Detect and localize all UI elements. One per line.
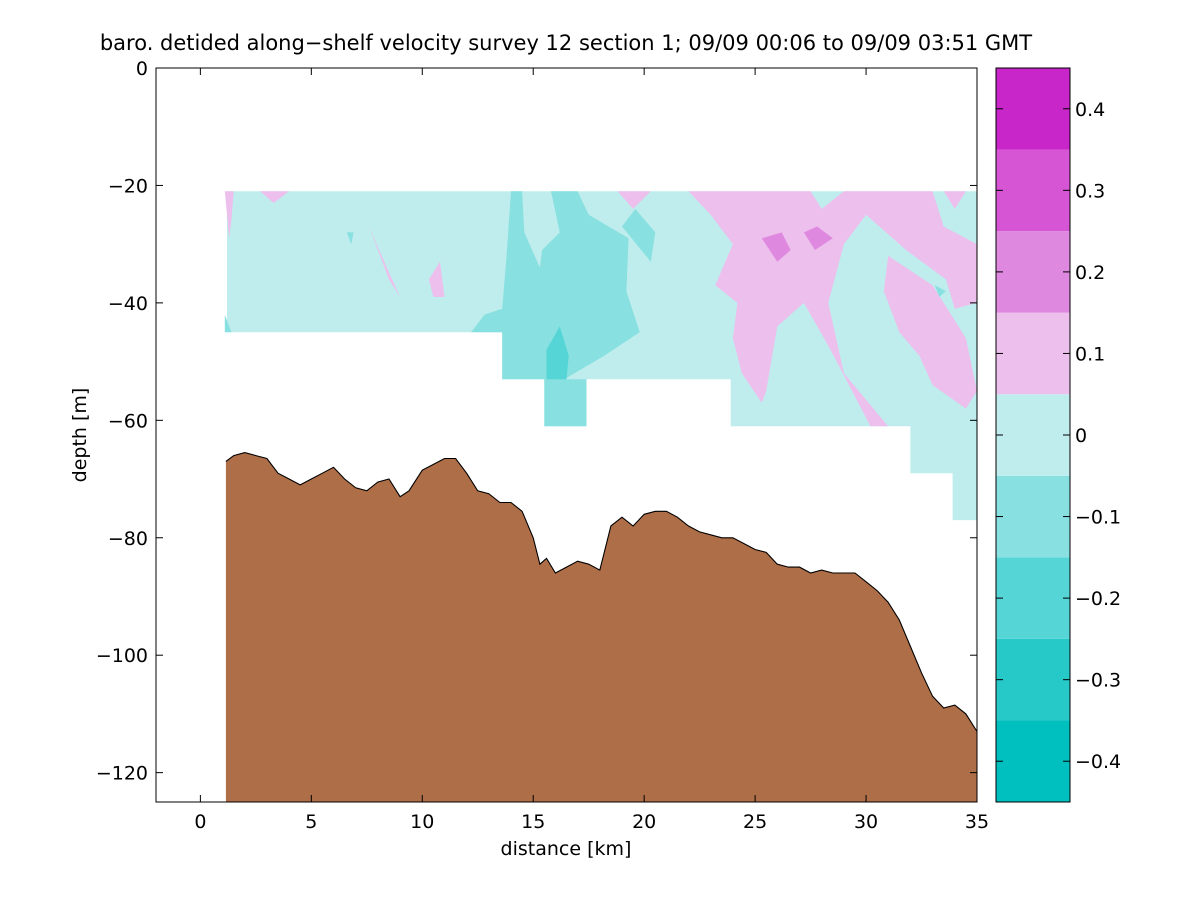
x-tick-label: 0	[194, 811, 206, 833]
colorbar-band	[996, 231, 1070, 313]
y-tick-label: 0	[136, 58, 148, 80]
colorbar-tick-label: 0.1	[1075, 343, 1105, 365]
x-tick-label: 5	[305, 811, 317, 833]
colorbar-tick-label: 0.3	[1075, 180, 1105, 202]
velocity-contour-patch-16	[934, 285, 946, 297]
velocity-contour-patch-14	[224, 314, 232, 333]
colorbar-band	[996, 638, 1070, 721]
y-tick-label: −20	[108, 175, 148, 197]
colorbar-band	[996, 312, 1070, 395]
y-tick-label: −80	[108, 528, 148, 550]
colorbar-band	[996, 68, 1070, 150]
velocity-contour-patch-15	[346, 232, 354, 245]
velocity-contour-patch-13	[622, 208, 656, 262]
x-axis-label: distance [km]	[501, 838, 632, 860]
velocity-contour-patch-12	[546, 326, 569, 380]
colorbar-band	[996, 394, 1070, 476]
colorbar-tick-label: 0.4	[1075, 99, 1105, 121]
colorbar-band	[996, 149, 1070, 232]
bathymetry-outline	[225, 452, 977, 732]
colorbar-band	[996, 720, 1070, 802]
colorbar-band	[996, 557, 1070, 639]
velocity-contour-patch-7	[883, 255, 977, 409]
colorbar-tick-label: −0.4	[1075, 751, 1121, 773]
colorbar-tick-label: 0	[1075, 425, 1087, 447]
y-axis-label: depth [m]	[69, 388, 91, 483]
colorbar-tick-label: −0.3	[1075, 670, 1121, 692]
plot-frame	[155, 67, 978, 803]
velocity-contour-patch-8	[943, 191, 966, 209]
x-tick-label: 35	[965, 811, 989, 833]
y-tick-label: −60	[108, 410, 148, 432]
y-tick-label: −40	[108, 293, 148, 315]
y-tick-label: −120	[96, 763, 148, 785]
x-tick-label: 10	[410, 811, 434, 833]
colorbar-band	[996, 475, 1070, 558]
colorbar-tick-label: −0.2	[1075, 588, 1121, 610]
colorbar-tick-label: −0.1	[1075, 507, 1121, 529]
chart-title: baro. detided along−shelf velocity surve…	[100, 31, 1032, 55]
x-tick-label: 30	[854, 811, 878, 833]
velocity-contour-patch-11	[471, 191, 640, 427]
velocity-contour-patch-2	[260, 191, 290, 204]
y-tick-label: −100	[96, 645, 148, 667]
velocity-contour-patch-9	[761, 232, 791, 262]
velocity-contour-patch-5	[617, 191, 651, 209]
velocity-contour-patch-1	[224, 191, 234, 239]
velocity-contour-patch-10	[803, 226, 833, 250]
bathymetry-fill	[225, 452, 977, 802]
velocity-contour-patch-4	[428, 261, 445, 297]
x-tick-label: 15	[521, 811, 545, 833]
plot-area: 0 5 10 15 20 25 30 35 0 −20 −40 −60 −80 −100 −120	[96, 58, 989, 833]
plot-content	[224, 191, 977, 802]
colorbar-tick-label: 0.2	[1075, 262, 1105, 284]
x-tick-label: 25	[743, 811, 767, 833]
colorbar: 0.4 0.3 0.2 0.1 0 −0.1 −0.2 −0.3 −0.4	[995, 67, 1121, 803]
velocity-contour-patch-6	[688, 191, 977, 427]
x-tick-label: 20	[632, 811, 656, 833]
